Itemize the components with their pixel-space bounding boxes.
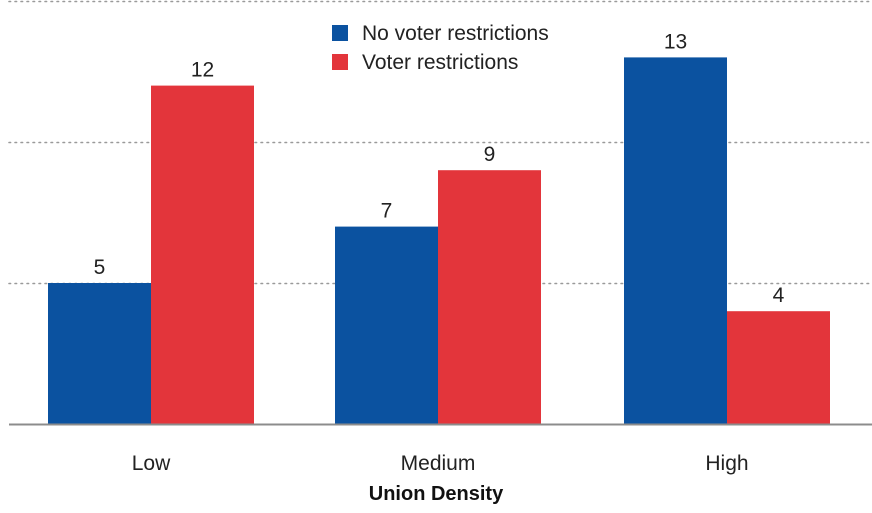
legend: No voter restrictions Voter restrictions: [332, 22, 549, 74]
x-tick-labels: Low Medium High: [132, 452, 749, 475]
x-tick-label-medium: Medium: [401, 452, 476, 475]
x-tick-label-low: Low: [132, 452, 171, 475]
data-label-medium-series-1: 7: [381, 200, 393, 223]
data-label-medium-series-2: 9: [484, 143, 496, 166]
data-label-low-series-1: 5: [94, 256, 106, 279]
data-label-high-series-2: 4: [773, 284, 785, 307]
x-axis-title: Union Density: [369, 483, 504, 505]
bar-medium-series-1: [335, 226, 438, 424]
bar-medium-series-2: [438, 170, 541, 424]
data-label-high-series-1: 13: [664, 30, 687, 53]
bar-high-series-1: [624, 57, 727, 425]
bar-low-series-2: [151, 85, 254, 424]
data-label-low-series-2: 12: [191, 59, 214, 82]
x-tick-label-high: High: [705, 452, 748, 475]
bar-low-series-1: [48, 283, 151, 424]
data-labels: 5 12 7 9 13 4: [94, 30, 785, 307]
bar-high-series-2: [727, 311, 830, 424]
legend-label-series-1: No voter restrictions: [362, 22, 549, 45]
legend-swatch-series-2: [332, 54, 348, 70]
bars: [48, 57, 830, 425]
legend-swatch-series-1: [332, 25, 348, 41]
legend-label-series-2: Voter restrictions: [362, 51, 518, 74]
